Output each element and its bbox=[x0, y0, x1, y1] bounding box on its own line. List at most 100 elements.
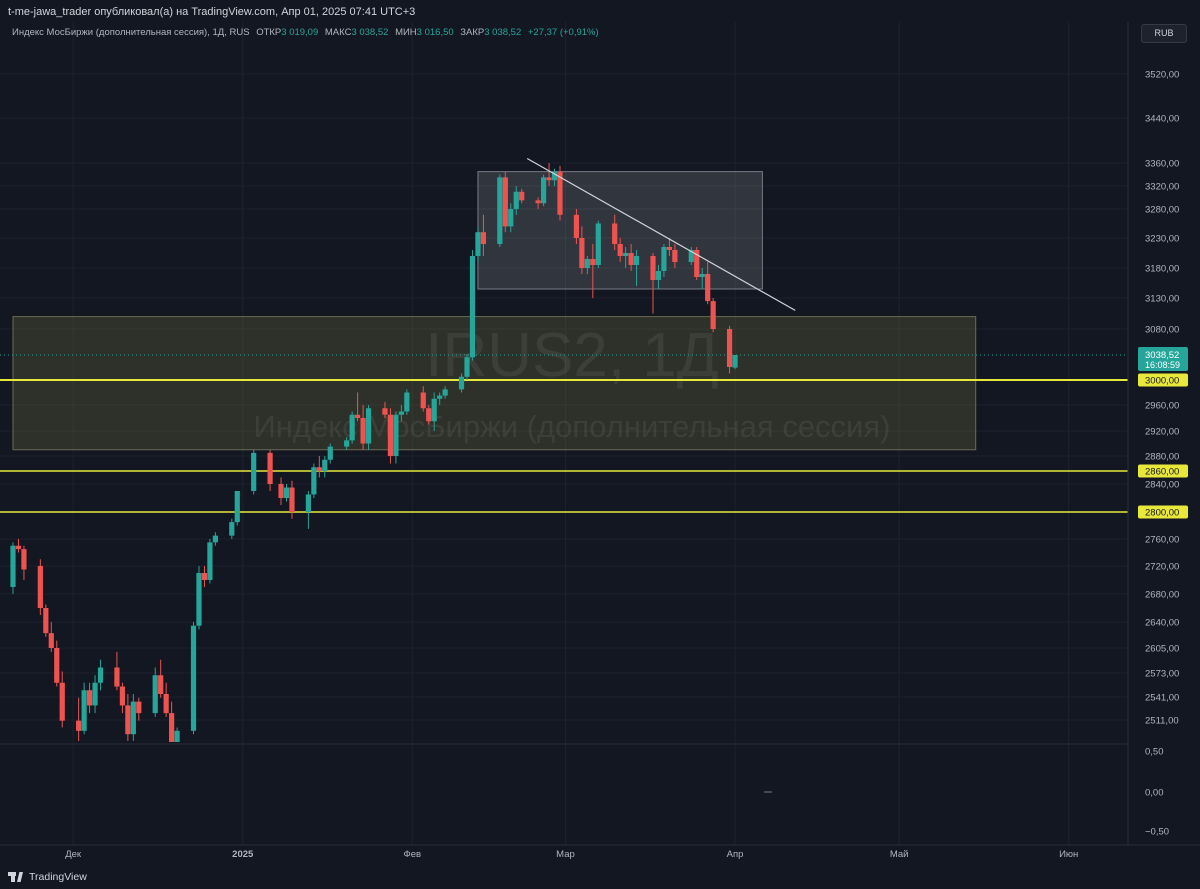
candle-body bbox=[540, 177, 547, 204]
candle-body bbox=[595, 223, 601, 265]
candle-body bbox=[623, 253, 629, 256]
candle-body bbox=[393, 414, 399, 456]
price-tick-label: 3180,00 bbox=[1145, 264, 1179, 275]
watermark-name: Индекс МосБиржи (дополнительная сессия) bbox=[254, 409, 891, 444]
level-price-tag bbox=[1138, 505, 1188, 519]
candle-body bbox=[92, 682, 98, 706]
time-tick-label: Фев bbox=[404, 849, 422, 860]
price-tick-label: 2573,00 bbox=[1145, 669, 1179, 680]
low-label: МИН bbox=[395, 27, 417, 38]
candle-body bbox=[437, 395, 443, 399]
level-price-label: 2800,00 bbox=[1145, 508, 1179, 519]
candle-body bbox=[650, 256, 656, 280]
price-tick-label: 2840,00 bbox=[1145, 480, 1179, 491]
publisher-line: t-me-jawa_trader опубликовал(а) на Tradi… bbox=[8, 6, 416, 18]
candle-body bbox=[699, 274, 705, 277]
candle-body bbox=[475, 232, 481, 256]
last-price-tag bbox=[1138, 347, 1188, 371]
candle-body bbox=[305, 494, 311, 512]
low-value: 3 016,50 bbox=[416, 27, 454, 38]
tradingview-logo[interactable]: TradingView bbox=[8, 871, 87, 883]
candle-body bbox=[234, 491, 240, 523]
level-price-label: 3000,00 bbox=[1145, 376, 1179, 387]
symbol-name: Индекс МосБиржи (дополнительная сессия),… bbox=[12, 27, 250, 38]
candle-body bbox=[584, 259, 590, 268]
candle-body bbox=[163, 694, 169, 714]
price-tick-label: 2960,00 bbox=[1145, 401, 1179, 412]
candle-body bbox=[420, 392, 426, 409]
price-tick-label: 2880,00 bbox=[1145, 452, 1179, 463]
candle-body bbox=[672, 250, 678, 262]
candle-body bbox=[612, 223, 618, 244]
symbol-legend[interactable]: Индекс МосБиржи (дополнительная сессия),… bbox=[12, 27, 599, 38]
time-tick-label: Июн bbox=[1059, 849, 1078, 860]
candle-body bbox=[617, 244, 623, 256]
candle-body bbox=[316, 467, 322, 471]
price-tick-label: 3130,00 bbox=[1145, 294, 1179, 305]
candle-body bbox=[469, 256, 476, 358]
candle-body bbox=[705, 274, 711, 302]
candle-body bbox=[201, 573, 208, 580]
candle-body bbox=[508, 209, 514, 227]
price-tick-label: 2760,00 bbox=[1145, 535, 1179, 546]
candle-body bbox=[365, 408, 372, 444]
candle-body bbox=[404, 392, 410, 412]
candle-body bbox=[322, 459, 328, 471]
candle-body bbox=[37, 566, 43, 608]
level-price-label: 2860,00 bbox=[1145, 467, 1179, 478]
candle-body bbox=[81, 690, 87, 731]
candle-body bbox=[480, 232, 487, 244]
candle-body bbox=[628, 253, 634, 265]
currency-button[interactable]: RUB bbox=[1141, 24, 1187, 43]
price-tick-label: 2511,00 bbox=[1145, 716, 1179, 727]
candle-body bbox=[15, 545, 22, 550]
candle-body bbox=[76, 720, 82, 731]
candle-body bbox=[573, 214, 580, 238]
candle-body bbox=[398, 411, 404, 415]
candle-body bbox=[48, 633, 54, 648]
candle-body bbox=[519, 191, 525, 201]
price-tick-label: 2541,00 bbox=[1145, 693, 1179, 704]
candle-body bbox=[710, 301, 716, 329]
candle-body bbox=[655, 271, 662, 280]
candle-body bbox=[152, 675, 158, 714]
last-price-label: 3038,52 bbox=[1145, 350, 1179, 361]
candle-body bbox=[688, 250, 694, 262]
high-value: 3 038,52 bbox=[351, 27, 389, 38]
candle-body bbox=[125, 705, 131, 735]
oscillator-tick-label: −0,50 bbox=[1145, 827, 1169, 838]
candle-body bbox=[355, 414, 361, 418]
open-value: 3 019,09 bbox=[281, 27, 319, 38]
price-axis: 3520,00 3440,00 3360,00 3320,00 3280,00 3230,… bbox=[1145, 70, 1179, 727]
candle-body bbox=[278, 484, 284, 498]
time-tick-label: Май bbox=[890, 849, 909, 860]
candle-body bbox=[694, 250, 700, 277]
candle-body bbox=[43, 608, 49, 634]
time-tick-label: Апр bbox=[727, 849, 744, 860]
candle-body bbox=[59, 682, 65, 721]
countdown-label: 16:08:59 bbox=[1145, 360, 1180, 370]
candle-body bbox=[327, 446, 333, 460]
candle-body bbox=[726, 329, 733, 368]
candles bbox=[10, 163, 738, 742]
close-value: 3 038,52 bbox=[484, 27, 522, 38]
candle-body bbox=[661, 247, 667, 271]
price-tick-label: 2920,00 bbox=[1145, 427, 1179, 438]
candle-body bbox=[130, 701, 136, 735]
footer-bar bbox=[0, 867, 1200, 889]
level-price-tag bbox=[1138, 373, 1188, 387]
candle-body bbox=[119, 686, 125, 706]
candle-body bbox=[169, 713, 175, 742]
candle-body bbox=[311, 467, 317, 495]
oscillator-tick-label: 0,50 bbox=[1145, 747, 1164, 758]
price-tick-label: 3440,00 bbox=[1145, 114, 1179, 125]
candle-body bbox=[212, 535, 218, 543]
price-tick-label: 3320,00 bbox=[1145, 182, 1179, 193]
candle-body bbox=[349, 414, 355, 441]
candle-body bbox=[289, 487, 295, 512]
price-tick-label: 3080,00 bbox=[1145, 325, 1179, 336]
candle-body bbox=[590, 259, 596, 265]
candle-body bbox=[54, 648, 60, 683]
candle-body bbox=[10, 545, 16, 587]
